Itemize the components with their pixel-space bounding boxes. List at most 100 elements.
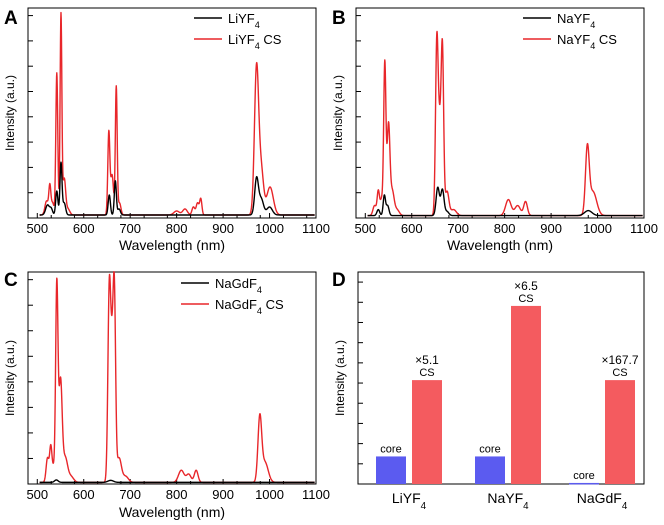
- x-tick-label: 600: [401, 221, 423, 236]
- legend-entry-subscript: 4: [257, 285, 262, 295]
- category-label: LiYF4: [392, 490, 427, 512]
- x-tick-label: 800: [166, 487, 188, 502]
- legend-entry: NaGdF4 CS: [215, 297, 284, 316]
- spectra-b: [367, 30, 644, 217]
- legend-entry-suffix: CS: [260, 32, 282, 47]
- series-line-cs: [367, 30, 644, 217]
- x-tick-labels-a: 500 600 700 800 900 1000 1100: [26, 221, 330, 236]
- panel-a: A 500 600 700 800 900 1000 1100 Intensity (a.u…: [3, 7, 330, 253]
- legend-entry: NaGdF4: [215, 276, 262, 295]
- series-line-pure: [367, 186, 644, 217]
- plot-frame-b: [355, 7, 645, 219]
- series-line-pure: [39, 479, 316, 484]
- x-tick-label: 500: [354, 221, 376, 236]
- y-axis-label-c: Intensity (a.u.): [3, 340, 17, 416]
- legend-entry: NaYF4 CS: [557, 32, 617, 51]
- legend-entry-subscript: 4: [255, 20, 260, 30]
- legend-entry-subscript: 4: [590, 41, 595, 51]
- x-tick-label: 500: [26, 487, 48, 502]
- bar-label-cs: CS: [419, 367, 434, 379]
- category-label-name: NaYF: [487, 490, 523, 506]
- legend-entry: LiYF4: [228, 11, 260, 30]
- legend-entry-subscript: 4: [257, 306, 262, 316]
- category-labels-d: LiYF4 NaYF4 NaGdF4: [392, 490, 628, 512]
- series-line-pure: [39, 161, 316, 216]
- spectra-a: [39, 11, 316, 216]
- category-label-subscript: 4: [421, 501, 427, 512]
- enhancement-factor: ×167.7: [601, 353, 638, 367]
- y-axis-label-b: Intensity (a.u.): [331, 75, 345, 151]
- bar-label-core: core: [479, 443, 500, 455]
- category-label: NaYF4: [487, 490, 529, 512]
- panel-label-a: A: [4, 8, 18, 29]
- bar-label-cs: CS: [518, 293, 533, 305]
- enhancement-factor: ×6.5: [514, 279, 538, 293]
- panel-b: B 500 600 700 800 900 1000 1100 Intensity (a.u…: [331, 7, 658, 253]
- plot-frame-c: [27, 271, 317, 485]
- legend-entry-name: LiYF: [228, 11, 255, 26]
- spectra-c: [39, 271, 316, 484]
- bars-d: [376, 305, 635, 485]
- panel-label-b: B: [332, 8, 346, 29]
- x-tick-label: 1100: [302, 221, 330, 236]
- bar-cs: [511, 305, 541, 484]
- x-tick-label: 1000: [255, 487, 284, 502]
- x-tick-label: 500: [26, 221, 48, 236]
- plot-frame-a: [27, 7, 317, 219]
- x-tick-label: 1100: [630, 221, 658, 236]
- x-tick-label: 900: [540, 221, 562, 236]
- x-tick-label: 1000: [255, 221, 284, 236]
- bar-core: [569, 482, 599, 485]
- x-axis-label-c: Wavelength (nm): [119, 504, 225, 520]
- bar-label-cs: CS: [612, 367, 627, 379]
- bar-cs: [412, 380, 442, 484]
- legend-entry: LiYF4 CS: [228, 32, 282, 51]
- bar-core: [376, 456, 406, 484]
- category-label-name: NaGdF: [577, 490, 622, 506]
- x-tick-labels-b: 500 600 700 800 900 1000 1100: [354, 221, 658, 236]
- bar-core: [475, 456, 505, 484]
- legend-entry: NaYF4: [557, 11, 595, 30]
- legend-entry-name: NaGdF: [215, 297, 257, 312]
- x-axis-label-b: Wavelength (nm): [447, 237, 553, 253]
- x-tick-labels-c: 500 600 700 800 900 1000 1100: [26, 487, 330, 502]
- x-tick-label: 1100: [302, 487, 330, 502]
- x-tick-label: 800: [494, 221, 516, 236]
- y-axis-label-d: Intensity (a.u.): [333, 340, 347, 416]
- axis-ticks-d: [358, 281, 363, 465]
- y-axis-label-a: Intensity (a.u.): [3, 75, 17, 151]
- category-label-subscript: 4: [523, 501, 529, 512]
- category-label: NaGdF4: [577, 490, 628, 512]
- panel-label-d: D: [332, 270, 346, 291]
- x-tick-label: 900: [212, 221, 234, 236]
- x-tick-label: 700: [447, 221, 469, 236]
- enhancement-factor: ×5.1: [415, 353, 439, 367]
- legend-entry-name: LiYF: [228, 32, 255, 47]
- bar-label-core: core: [380, 443, 401, 455]
- legend-entry-suffix: CS: [595, 32, 617, 47]
- category-label-subscript: 4: [622, 501, 628, 512]
- legend-entry-name: NaYF: [557, 32, 590, 47]
- bar-cs: [605, 380, 635, 484]
- legend-entry-name: NaYF: [557, 11, 590, 26]
- legend-entry-suffix: CS: [262, 297, 284, 312]
- x-tick-label: 800: [166, 221, 188, 236]
- x-tick-label: 1000: [583, 221, 612, 236]
- x-tick-label: 700: [119, 221, 141, 236]
- legend-entry-subscript: 4: [255, 41, 260, 51]
- x-tick-label: 700: [119, 487, 141, 502]
- x-axis-label-a: Wavelength (nm): [119, 237, 225, 253]
- panel-label-c: C: [4, 270, 18, 291]
- panel-c: C 500 600 700 800 900 1000 1100 Intensity (a.u…: [3, 270, 330, 520]
- x-tick-label: 900: [212, 487, 234, 502]
- x-tick-label: 600: [73, 487, 95, 502]
- bar-label-core: core: [573, 470, 594, 482]
- x-tick-label: 600: [73, 221, 95, 236]
- category-label-name: LiYF: [392, 490, 421, 506]
